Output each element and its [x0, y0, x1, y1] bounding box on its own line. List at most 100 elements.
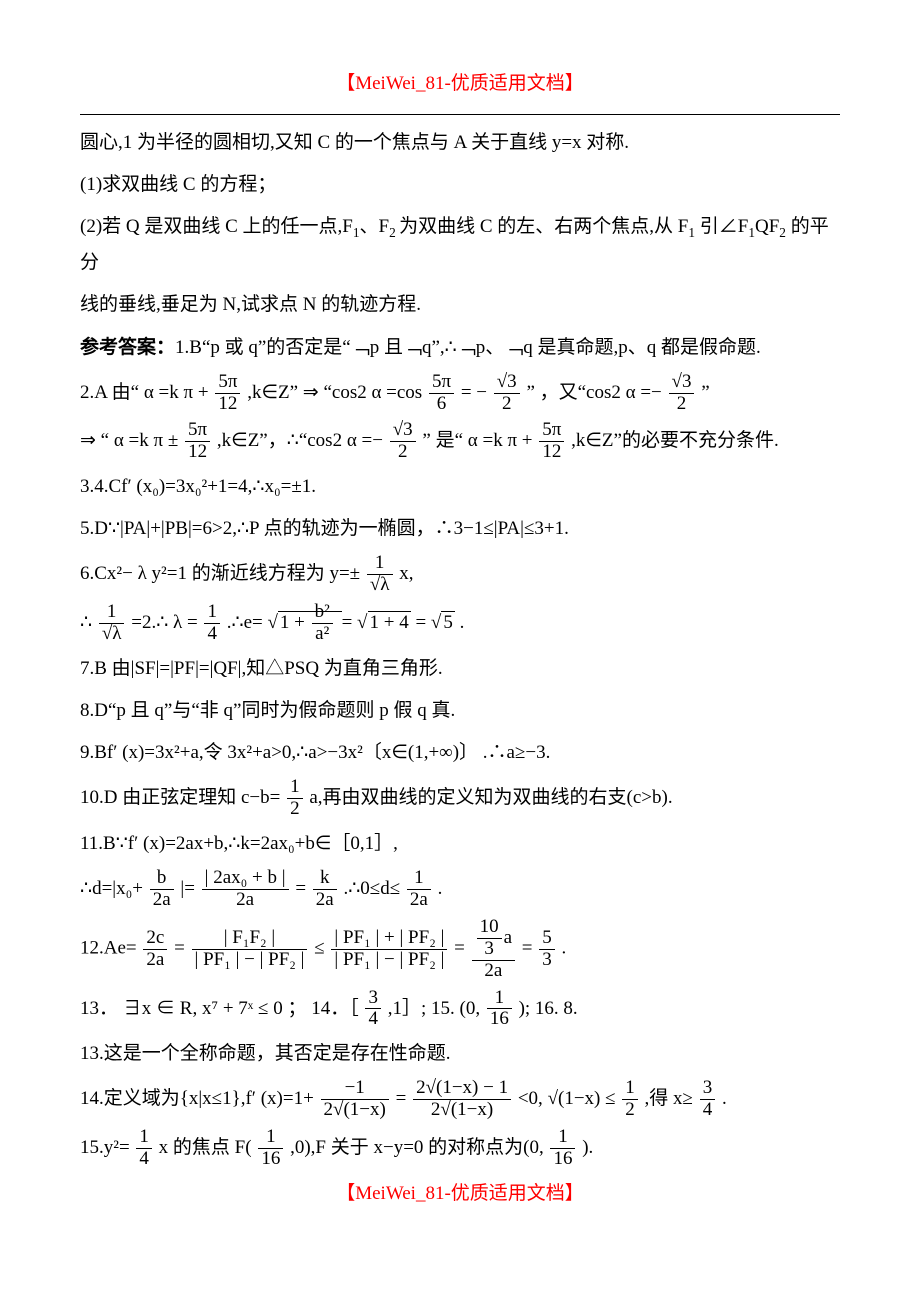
body-line: 6.Cx²− λ y²=1 的渐近线方程为 y=± 1√λ x, — [80, 553, 840, 596]
sqrt-content: 1 + 4 — [368, 611, 411, 633]
body-line: ∴d=|x₀+ b2a |= | 2ax₀ + b |2a = k2a .∴0≤… — [80, 868, 840, 911]
fraction: 5π12 — [215, 372, 240, 415]
text: = — [454, 938, 465, 959]
text: 6.Cx²− λ y²=1 的渐近线方程为 y=± — [80, 563, 360, 584]
fraction: 34 — [700, 1078, 716, 1121]
text: 12.Ae= — [80, 938, 137, 959]
fraction: | 2ax₀ + b |2a — [202, 868, 289, 911]
body-line: ⇒ “ α =k π ± 5π12 ,k∈Z”，∴“cos2 α =− √32 … — [80, 420, 840, 463]
fraction: 1√λ — [99, 602, 125, 645]
fraction: √32 — [390, 420, 416, 463]
text: ,得 x≥ — [645, 1088, 693, 1109]
fraction: 5π6 — [429, 372, 454, 415]
fraction: 116 — [550, 1127, 575, 1170]
text: ； 14．［ — [287, 997, 358, 1018]
fraction: 5π12 — [539, 420, 564, 463]
text: QF — [755, 216, 779, 237]
fraction: 14 — [136, 1127, 152, 1170]
fraction: 53 — [539, 928, 555, 971]
text: 14.定义域为{x|x≤1},f′ (x)=1+ — [80, 1088, 314, 1109]
body-line: 2.A 由“ α =k π + 5π12 ,k∈Z” ⇒ “cos2 α =co… — [80, 372, 840, 415]
fraction: 12 — [622, 1078, 638, 1121]
body-line: (2)若 Q 是双曲线 C 上的任一点,F1、F2 为双曲线 C 的左、右两个焦… — [80, 209, 840, 281]
text: ∴d=|x₀+ — [80, 878, 143, 899]
text: . — [438, 878, 443, 899]
fraction: √32 — [494, 372, 520, 415]
text: 2.A 由“ α =k π + — [80, 381, 209, 402]
document-page: 【MeiWei_81-优质适用文档】 圆心,1 为半径的圆相切,又知 C 的一个… — [0, 0, 920, 1264]
text: ” ，又“cos2 α =− — [526, 381, 661, 402]
text: ,k∈Z”，∴“cos2 α =− — [217, 430, 383, 451]
text: ∃x ∈ R, x⁷ + 7ˣ ≤ 0 — [123, 997, 283, 1018]
body-line: 线的垂线,垂足为 N,试求点 N 的轨迹方程. — [80, 287, 840, 323]
fraction: | PF₁ | + | PF₂ || PF₁ | − | PF₂ | — [331, 928, 447, 971]
sqrt-content: 1 + b²a² — [278, 611, 342, 633]
text: 为双曲线 C 的左、右两个焦点,从 F — [399, 216, 688, 237]
text: . — [562, 938, 567, 959]
text: 13． — [80, 997, 118, 1018]
body-line: 13.这是一个全称命题，其否定是存在性命题. — [80, 1036, 840, 1072]
body-line: 圆心,1 为半径的圆相切,又知 C 的一个焦点与 A 关于直线 y=x 对称. — [80, 125, 840, 161]
body-line: 9.Bf′ (x)=3x²+a,令 3x²+a>0,∴a>−3x²〔x∈(1,+… — [80, 735, 840, 771]
fraction: 12a — [407, 868, 431, 911]
bold-label: 参考答案： — [80, 337, 175, 358]
text: a,再由双曲线的定义知为双曲线的右支(c>b). — [309, 787, 672, 808]
text: ” — [701, 381, 709, 402]
body-line: (1)求双曲线 C 的方程； — [80, 167, 840, 203]
text: . — [722, 1088, 727, 1109]
text: ,k∈Z”的必要不充分条件. — [571, 430, 779, 451]
text: ” 是“ α =k π + — [422, 430, 532, 451]
text: = — [396, 1088, 407, 1109]
fraction: b²a² — [312, 602, 333, 645]
text: √(1−x) ≤ — [548, 1088, 616, 1109]
text: 10.D 由正弦定理知 c−b= — [80, 787, 280, 808]
sqrt-content: 5 — [441, 611, 455, 633]
text: = — [295, 878, 306, 899]
text: x, — [399, 563, 413, 584]
text: = — [522, 938, 533, 959]
text: 、F — [360, 216, 390, 237]
fraction: 5π12 — [185, 420, 210, 463]
fraction: 116 — [258, 1127, 283, 1170]
body-line: 8.D“p 且 q”与“非 q”同时为假命题则 p 假 q 真. — [80, 693, 840, 729]
text: ,1］; 15. (0, — [388, 997, 480, 1018]
text: <0, — [518, 1088, 543, 1109]
fraction: b2a — [150, 868, 174, 911]
text: 1.B“p 或 q”的否定是“﹁p 且﹁q”,∴﹁p、﹁q 是真命题,p、q 都… — [175, 337, 761, 358]
body-line: 3.4.Cf′ (x₀)=3x₀²+1=4,∴x₀=±1. — [80, 469, 840, 505]
text: |= — [180, 878, 195, 899]
text: ∴ — [80, 612, 92, 633]
body-line: ∴ 1√λ =2.∴ λ = 14 .∴e= √1 + b²a² = √1 + … — [80, 602, 840, 645]
page-header: 【MeiWei_81-优质适用文档】 — [80, 66, 840, 102]
fraction: 14 — [204, 602, 220, 645]
body-line: 12.Ae= 2c2a = | F₁F₂ || PF₁ | − | PF₂ | … — [80, 917, 840, 982]
text: 引∠F — [695, 216, 748, 237]
fraction: 116 — [487, 988, 512, 1031]
text: =2.∴ — [131, 612, 168, 633]
fraction: √32 — [669, 372, 695, 415]
fraction: 2√(1−x) − 12√(1−x) — [413, 1078, 511, 1121]
text: 15.y²= — [80, 1137, 130, 1158]
text: ⇒ “ α =k π ± — [80, 430, 178, 451]
text: ,0),F 关于 x−y=0 的对称点为(0, — [290, 1137, 544, 1158]
text: ,k∈Z” ⇒ “cos2 α =cos — [247, 381, 422, 402]
body-line: 10.D 由正弦定理知 c−b= 12 a,再由双曲线的定义知为双曲线的右支(c… — [80, 777, 840, 820]
body-line: 15.y²= 14 x 的焦点 F( 116 ,0),F 关于 x−y=0 的对… — [80, 1127, 840, 1170]
text: λ = — [173, 612, 198, 633]
fraction: 34 — [365, 988, 381, 1031]
header-rule — [80, 114, 840, 115]
text: ); 16. 8. — [519, 997, 578, 1018]
text: ). — [582, 1137, 593, 1158]
text: . — [460, 612, 465, 633]
page-footer: 【MeiWei_81-优质适用文档】 — [80, 1176, 840, 1212]
fraction: 2c2a — [143, 928, 167, 971]
text: = — [174, 938, 185, 959]
text: (2)若 Q 是双曲线 C 上的任一点,F — [80, 216, 353, 237]
body-line: 11.B∵f′ (x)=2ax+b,∴k=2ax₀+b∈［0,1］, — [80, 826, 840, 862]
fraction: −12√(1−x) — [321, 1078, 389, 1121]
text: .∴e= — [227, 612, 263, 633]
body-line: 5.D∵|PA|+|PB|=6>2,∴P 点的轨迹为一椭圆，∴3−1≤|PA|≤… — [80, 511, 840, 547]
body-line: 13． ∃x ∈ R, x⁷ + 7ˣ ≤ 0 ； 14．［ 34 ,1］; 1… — [80, 988, 840, 1031]
fraction: 103a 2a — [472, 917, 515, 982]
text: ≤ — [314, 938, 324, 959]
